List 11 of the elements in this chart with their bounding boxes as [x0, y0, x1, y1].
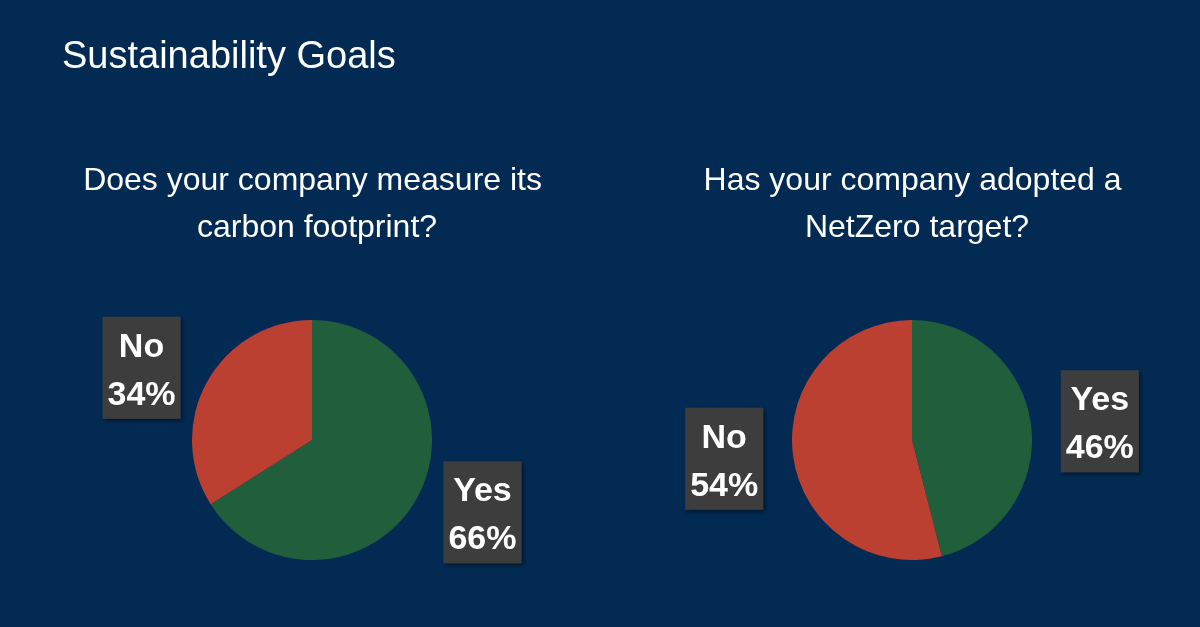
slice-label: No — [701, 416, 747, 455]
slice-label: No — [118, 325, 165, 364]
slice-label: Yes — [453, 470, 512, 509]
chart-title: Does your company measure its carbon footprint? — [83, 160, 551, 244]
text: Sustainability Goals — [62, 34, 396, 76]
data-label: 66% — [448, 518, 517, 557]
chart-title: Has your company adopted a NetZero target? — [703, 160, 1131, 244]
data-label: 34% — [107, 373, 176, 412]
data-label: 54% — [690, 464, 759, 503]
data-label: 46% — [1065, 427, 1134, 466]
slice-label: Yes — [1070, 379, 1130, 418]
